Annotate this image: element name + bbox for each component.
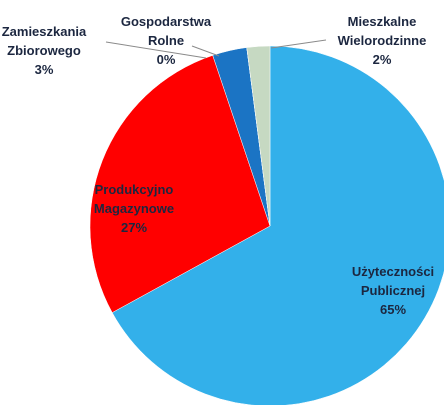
slice-label: Użyteczności Publicznej 65%: [348, 262, 438, 319]
value-label: 2%: [372, 52, 392, 67]
category-label: Użyteczności Publicznej: [351, 264, 435, 298]
pie-slice: [111, 45, 444, 405]
category-label: Produkcyjno Magazynowe: [93, 182, 175, 216]
value-label: 27%: [120, 220, 148, 235]
slice-label: Gospodarstwa Rolne 0%: [116, 12, 216, 69]
leader-line: [191, 45, 220, 57]
category-label: Mieszkalne Wielorodzinne: [337, 14, 427, 48]
category-label: Zamieszkania Zbiorowego: [1, 24, 87, 58]
leader-line: [270, 39, 327, 49]
slice-label: Mieszkalne Wielorodzinne 2%: [327, 12, 437, 69]
value-label: 0%: [156, 52, 176, 67]
pie-slice: [89, 55, 271, 313]
value-label: 65%: [379, 302, 407, 317]
category-label: Gospodarstwa Rolne: [120, 14, 212, 48]
slice-label: Zamieszkania Zbiorowego 3%: [0, 22, 94, 79]
leader-line: [105, 41, 207, 59]
pie-slice: [246, 45, 271, 227]
slice-label: Produkcyjno Magazynowe 27%: [89, 180, 179, 237]
value-label: 3%: [34, 62, 54, 77]
